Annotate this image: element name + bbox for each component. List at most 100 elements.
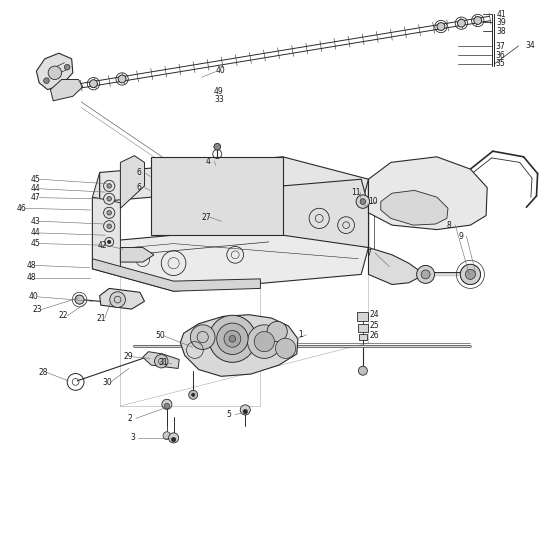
Circle shape [458,19,465,27]
Circle shape [248,325,281,358]
Circle shape [107,184,111,188]
Circle shape [437,22,445,30]
Text: 47: 47 [31,193,40,202]
Text: 37: 37 [496,42,505,51]
Circle shape [75,295,84,304]
Circle shape [224,330,241,347]
Circle shape [107,211,111,215]
Text: 43: 43 [31,217,40,226]
Circle shape [48,66,62,80]
Polygon shape [151,157,283,235]
Polygon shape [100,157,368,206]
Text: 26: 26 [370,332,379,340]
Text: 23: 23 [32,305,42,314]
Circle shape [169,433,179,443]
Polygon shape [143,352,179,368]
Circle shape [190,325,215,349]
Text: 48: 48 [27,261,36,270]
Text: 5: 5 [227,410,232,419]
Polygon shape [381,190,448,225]
Text: 48: 48 [27,273,36,282]
Polygon shape [283,179,368,248]
Text: 38: 38 [496,27,506,36]
Text: 9: 9 [458,232,463,241]
Polygon shape [92,197,120,276]
Circle shape [104,180,115,192]
Circle shape [360,199,366,204]
Text: 29: 29 [123,352,133,361]
Circle shape [171,437,176,442]
Circle shape [104,193,115,204]
Text: 40: 40 [29,292,39,301]
Text: 8: 8 [447,221,451,230]
Text: 42: 42 [98,241,108,250]
Circle shape [417,265,435,283]
Text: 28: 28 [38,368,48,377]
Circle shape [460,264,480,284]
Circle shape [104,221,115,232]
Polygon shape [120,156,144,208]
Circle shape [217,323,248,354]
Circle shape [421,270,430,279]
Text: 11: 11 [352,188,361,197]
Circle shape [192,393,195,396]
Bar [359,334,367,340]
Text: 21: 21 [96,314,106,323]
Text: 30: 30 [102,378,111,387]
Circle shape [44,78,49,83]
Circle shape [90,80,97,87]
Text: 35: 35 [496,59,505,68]
Circle shape [240,405,250,415]
Text: 3: 3 [130,433,135,442]
Circle shape [110,292,125,307]
Text: 50: 50 [156,332,165,340]
Circle shape [107,224,111,228]
Text: 2: 2 [128,414,132,423]
Bar [358,324,368,332]
Text: 40: 40 [216,66,225,74]
Circle shape [229,335,236,342]
Circle shape [276,338,296,358]
Polygon shape [50,80,83,101]
Circle shape [214,143,221,150]
Text: 31: 31 [158,358,167,367]
Circle shape [164,403,170,409]
Text: 4: 4 [206,157,211,166]
Circle shape [107,197,111,201]
Text: 46: 46 [17,204,26,213]
Polygon shape [92,172,100,269]
Circle shape [243,409,248,414]
Text: 44: 44 [31,228,40,237]
Circle shape [163,432,171,440]
Circle shape [356,195,370,208]
Circle shape [465,269,475,279]
Circle shape [209,315,256,362]
Text: 36: 36 [496,51,505,60]
Text: 45: 45 [31,239,40,248]
Text: 39: 39 [496,18,506,27]
Text: 10: 10 [368,197,378,206]
Circle shape [64,64,70,70]
Polygon shape [368,248,424,284]
Polygon shape [368,157,487,230]
Circle shape [104,207,115,218]
Circle shape [189,390,198,399]
Text: 1: 1 [298,330,302,339]
Text: 49: 49 [214,87,223,96]
Polygon shape [100,288,144,309]
Bar [357,312,368,321]
Text: 45: 45 [31,175,40,184]
Circle shape [474,17,482,25]
Text: 41: 41 [496,10,506,18]
Text: 27: 27 [202,213,211,222]
Text: 6: 6 [136,183,141,192]
Polygon shape [92,259,260,291]
Circle shape [155,354,168,368]
Text: 22: 22 [59,311,68,320]
Text: 7: 7 [367,249,372,258]
Circle shape [118,75,126,83]
Circle shape [162,399,172,409]
Polygon shape [180,315,298,376]
Circle shape [254,332,274,352]
Polygon shape [92,225,368,291]
